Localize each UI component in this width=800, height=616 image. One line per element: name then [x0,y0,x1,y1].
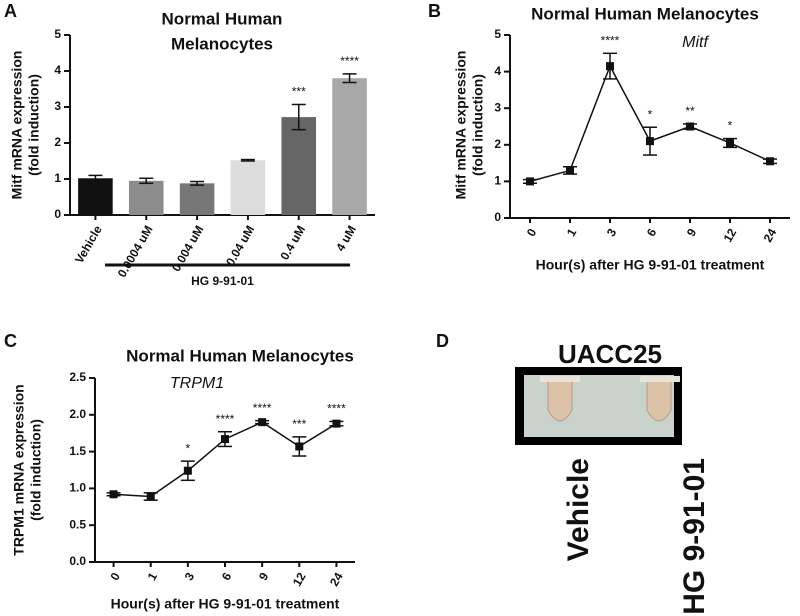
marker [566,166,574,175]
error-bar [342,73,357,84]
x-tick-label: 6 [644,226,660,239]
y-tick-label: 2 [494,137,501,151]
bar [230,160,266,215]
x-tick-label: 0.4 uM [277,223,308,262]
y-tick-label: 2 [54,135,61,149]
x-tick-label: 9 [684,226,700,239]
significance: * [728,119,733,133]
panel-label: D [436,331,449,351]
x-tick-label: 0.0004 uM [115,223,156,280]
x-tick-label: 24 [761,226,780,245]
bar [179,183,215,215]
marker [726,138,734,147]
error-bar [88,174,103,182]
chart-title: Normal Human [162,9,283,28]
marker [332,419,341,428]
y-tick-label: 1.0 [69,481,86,495]
error-bar [291,103,306,131]
y-tick-label: 2.5 [69,370,86,384]
group-label: HG 9-91-01 [191,274,254,288]
panel-label: A [4,1,17,21]
x-tick-label: 3 [182,570,198,583]
significance: * [186,441,191,455]
tube-photo [515,367,682,445]
x-tick-label: 4 uM [333,223,359,254]
series-line [529,64,771,183]
x-tick-label: 3 [604,226,620,239]
error-bar [190,180,205,186]
y-tick-label: 1 [54,171,61,185]
x-tick-label: 0 [107,570,123,583]
significance: *** [292,417,306,431]
y-tick-label: 0 [54,207,61,221]
marker [606,62,614,71]
y-tick-label: 5 [54,27,61,41]
marker [183,466,192,475]
x-axis-label: Hour(s) after HG 9-91-01 treatment [536,257,765,273]
chart-title: Melanocytes [171,34,273,53]
y-axis-label: TRPM1 mRNA expression [11,384,27,555]
x-tick-label: 24 [327,570,346,589]
x-tick-label: 6 [219,570,235,583]
bar [78,178,113,215]
chart-subtitle: Mitf [682,34,709,51]
sample-label: Vehicle [562,458,595,561]
x-tick-label: 1 [564,226,580,239]
bar [128,180,164,215]
y-tick-label: 1 [494,174,501,188]
chart-title: Normal Human Melanocytes [126,346,354,365]
y-tick-label: 3 [54,99,61,113]
x-tick-label: Vehicle [72,223,105,266]
significance: **** [340,54,359,68]
significance: *** [292,85,306,99]
sample-label: HG 9-91-01 [678,458,711,615]
y-tick-label: 0 [494,210,501,224]
marker [258,418,267,427]
y-tick-label: 4 [494,64,501,78]
marker [146,492,155,501]
bar [332,78,367,215]
x-tick-label: 9 [256,570,272,583]
error-bar [139,177,154,185]
marker [221,435,229,444]
significance: **** [253,401,272,415]
panel-label: C [4,331,17,351]
x-axis-label: Hour(s) after HG 9-91-01 treatment [111,596,340,612]
chart-title: Normal Human Melanocytes [531,4,759,23]
marker [526,177,534,186]
y-axis-label: (fold induction) [470,74,486,176]
error-bar [240,158,255,162]
x-tick-label: 12 [721,226,740,245]
panel-title: UACC25 [558,339,662,369]
significance: * [648,107,653,121]
marker [646,137,654,146]
y-tick-label: 4 [54,63,61,77]
y-tick-label: 0.0 [69,554,86,568]
y-axis-label: (fold induction) [28,419,44,521]
significance: **** [601,33,620,47]
bar [281,117,317,215]
significance: ** [685,104,695,118]
y-axis-label: Mitf mRNA expression [453,51,469,200]
marker [109,490,118,499]
x-tick-label: 0.04 uM [223,223,257,268]
y-tick-label: 3 [494,100,501,114]
x-tick-label: 1 [145,570,161,583]
x-tick-label: 0 [524,226,540,239]
panel-label: B [428,1,441,21]
y-tick-label: 0.5 [69,517,86,531]
y-tick-label: 2.0 [69,407,86,421]
y-axis-label: (fold induction) [26,74,42,176]
chart-subtitle: TRPM1 [170,375,224,392]
marker [295,442,304,451]
x-tick-label: 12 [290,570,309,589]
significance: **** [216,412,235,426]
significance: **** [327,402,346,416]
marker [686,122,694,131]
y-axis-label: Mitf mRNA expression [9,51,25,200]
y-tick-label: 1.5 [69,444,86,458]
y-tick-label: 5 [494,27,501,41]
marker [766,157,774,166]
